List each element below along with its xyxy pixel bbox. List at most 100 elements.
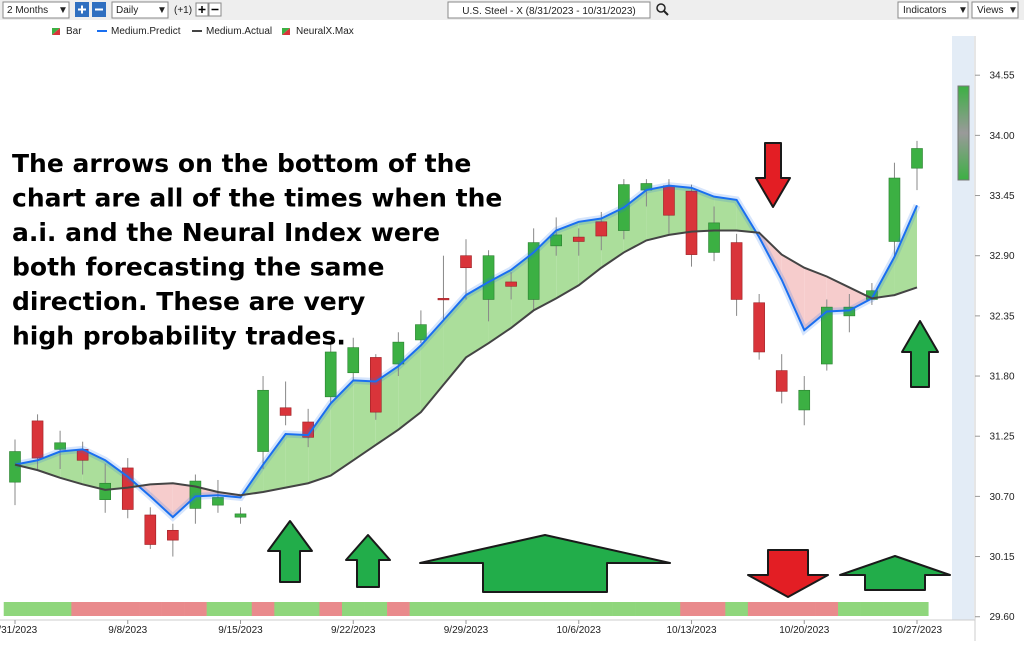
candle-body	[911, 148, 923, 169]
spread-fill	[781, 254, 805, 331]
neural-signal	[3, 602, 27, 616]
dropdown-caret: ▼	[157, 5, 167, 16]
candle-body	[595, 221, 608, 237]
down-arrow	[755, 142, 791, 208]
neural-signal	[139, 602, 162, 616]
x-tick-label: 10/6/2023	[557, 625, 602, 636]
candle-body	[730, 242, 743, 300]
line	[14, 184, 918, 519]
candle-body	[775, 370, 788, 392]
neural-signal	[274, 602, 298, 616]
spread-fill	[150, 483, 173, 518]
neural-signal	[657, 602, 681, 616]
arrows	[267, 142, 951, 598]
neural-signal	[702, 602, 726, 616]
annotation-line: a.i. and the Neural Index were	[12, 218, 440, 247]
spread-fill	[849, 287, 872, 311]
candle-body	[550, 234, 563, 247]
search-icon[interactable]	[656, 3, 666, 13]
candle-body	[685, 190, 698, 255]
x-tick-label: 10/13/2023	[666, 625, 716, 636]
candle-body	[167, 529, 179, 541]
candle-body	[708, 222, 720, 253]
y-tick-label: 31.80	[989, 372, 1014, 383]
x-tick-label: 9/15/2023	[218, 625, 263, 636]
spread-fill	[894, 205, 917, 296]
spread-fill	[443, 295, 466, 385]
period-label: 2 Months	[7, 5, 48, 16]
interval-select[interactable]	[111, 1, 169, 19]
spread-fill	[285, 434, 309, 488]
neural-signal	[184, 602, 207, 616]
neural-signal	[499, 602, 523, 616]
neural-signal	[161, 602, 185, 616]
neural-signal	[747, 602, 771, 616]
y-tick-label: 31.25	[989, 432, 1014, 443]
spread-fill	[398, 345, 421, 430]
neural-signal	[792, 602, 816, 616]
legend-label: NeuralX.Max	[296, 26, 354, 37]
candle-body	[324, 351, 337, 398]
candle-body	[460, 255, 472, 269]
candle-body	[31, 420, 44, 459]
legend-label: Medium.Actual	[206, 26, 272, 37]
candle-body	[212, 497, 224, 506]
annotation-line: direction. These are very	[12, 287, 365, 316]
candle-body	[888, 177, 901, 242]
candle-body	[279, 407, 292, 416]
neural-signal	[883, 602, 907, 616]
period-select[interactable]	[2, 1, 70, 19]
down-arrow	[747, 549, 829, 598]
candle-body	[347, 347, 360, 374]
spread-fill	[263, 434, 286, 493]
x-tick-label: 10/20/2023	[779, 625, 829, 636]
x-tick-label: 8/31/2023	[0, 625, 38, 636]
candle-body	[798, 389, 811, 411]
candle-body	[392, 341, 405, 365]
up-arrow	[345, 534, 391, 588]
y-tick-label: 34.00	[989, 131, 1014, 142]
spread-fill	[15, 460, 38, 471]
spread-fill	[308, 403, 331, 484]
neural-signal	[522, 602, 546, 616]
forecast-bar	[957, 85, 970, 181]
neural-signal	[838, 602, 861, 616]
y-tick-label: 34.55	[989, 71, 1014, 82]
line	[14, 229, 918, 497]
dropdown-caret: ▼	[1008, 5, 1018, 16]
neural-signal	[229, 602, 253, 616]
candle-body	[820, 306, 833, 365]
x-tick-label: 9/8/2023	[108, 625, 147, 636]
symbol-box[interactable]	[447, 1, 651, 19]
up-arrow	[267, 520, 313, 583]
dropdown-caret: ▼	[58, 5, 68, 16]
candle-body	[505, 281, 517, 287]
forecast-zone	[952, 36, 974, 620]
candle-body	[369, 357, 382, 413]
candle-body	[527, 242, 540, 300]
neural-signal	[26, 602, 50, 616]
views-select[interactable]	[971, 1, 1019, 19]
candle-body	[572, 236, 585, 242]
y-tick-label: 30.70	[989, 492, 1014, 503]
dropdown-caret: ▼	[958, 5, 968, 16]
neural-signal	[364, 602, 388, 616]
neural-signal	[341, 602, 365, 616]
offset-label: (+1)	[174, 5, 192, 16]
y-tick-label: 29.60	[989, 612, 1014, 623]
indicators-select[interactable]	[897, 1, 969, 19]
legend-label: Medium.Predict	[111, 26, 181, 37]
neural-signal	[319, 602, 343, 616]
up-arrow	[901, 320, 939, 388]
neural-signal	[251, 602, 275, 616]
x-tick-label: 10/27/2023	[892, 625, 942, 636]
neural-signal	[296, 602, 320, 616]
neural-signal	[860, 602, 884, 616]
indicators-label: Indicators	[903, 5, 946, 16]
legend-icon	[282, 28, 290, 35]
up-arrow	[839, 555, 951, 591]
neural-signal	[48, 602, 72, 616]
annotation: The arrows on the bottom of the chart are…	[12, 149, 502, 351]
legend-label: Bar	[66, 26, 82, 37]
